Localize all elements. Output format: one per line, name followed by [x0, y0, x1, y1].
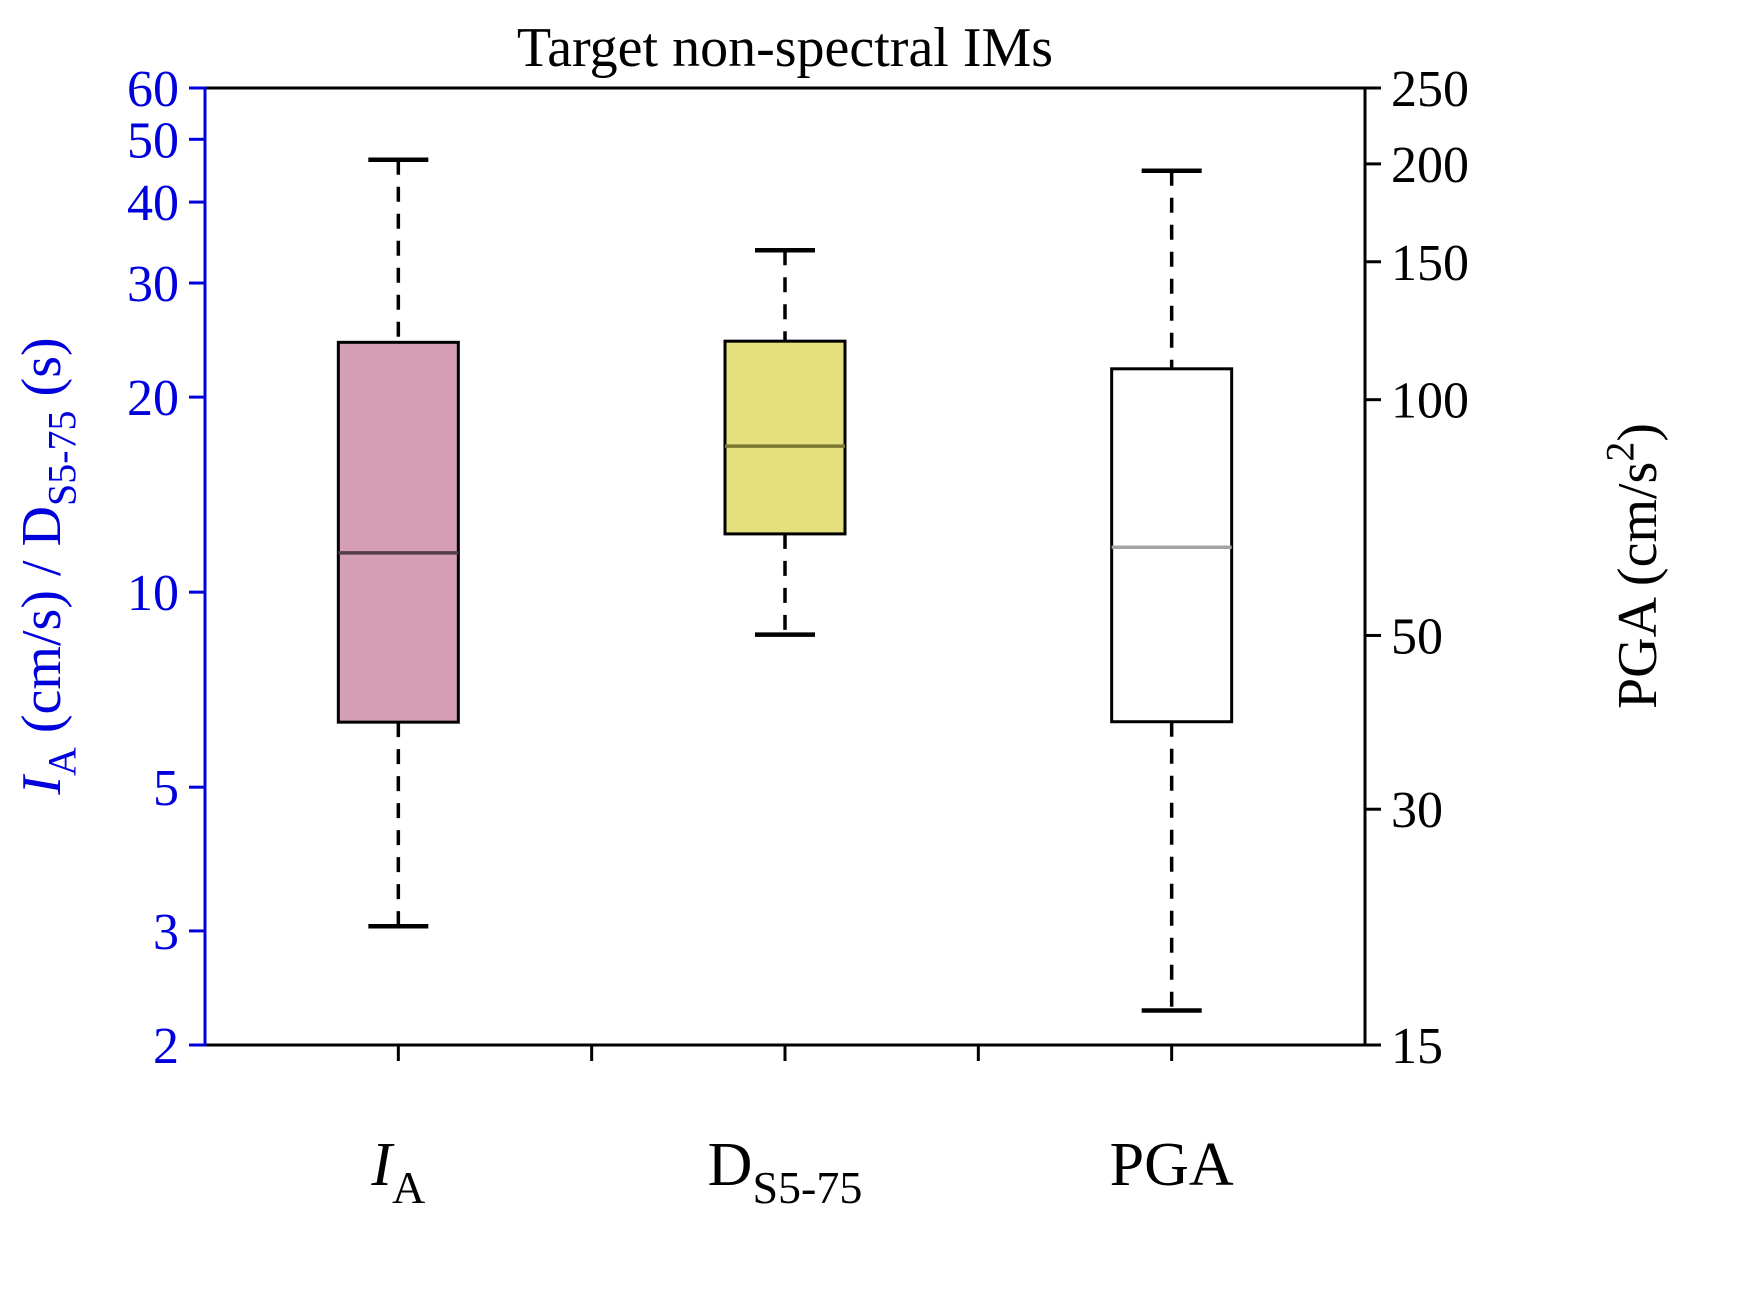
iqr-box: [1110, 367, 1234, 724]
left-axis-tick-label: 40: [127, 175, 179, 232]
right-axis-tick-label: 200: [1391, 137, 1469, 194]
x-category-label: PGA: [1110, 1131, 1234, 1199]
right-axis-tick-label: 100: [1391, 373, 1469, 430]
chart-title: Target non-spectral IMs: [517, 17, 1053, 79]
right-axis-tick-label: 150: [1391, 235, 1469, 292]
right-axis-tick-label: 250: [1391, 61, 1469, 118]
left-axis-tick-label: 30: [127, 256, 179, 313]
left-axis-tick-label: 50: [127, 112, 179, 169]
right-axis-tick-label: 15: [1391, 1018, 1443, 1075]
box-group-IA: [336, 157, 460, 929]
iqr-box: [336, 340, 460, 724]
left-axis-tick-label: 60: [127, 61, 179, 118]
left-axis-tick-label: 10: [127, 565, 179, 622]
iqr-box: [723, 339, 847, 536]
box-group-DS5-75: [723, 248, 847, 637]
left-axis-tick-label: 5: [153, 760, 179, 817]
left-y-axis-label: IA (cm/s) / DS5-75 (s): [11, 337, 85, 795]
right-axis-tick-label: 50: [1391, 608, 1443, 665]
right-y-axis-label: PGA (cm/s2): [1598, 423, 1669, 709]
box-group-PGA: [1110, 168, 1234, 1013]
x-category-label: DS5-75: [708, 1131, 863, 1213]
left-axis-tick-label: 2: [153, 1018, 179, 1075]
x-category-label: IA: [370, 1131, 425, 1213]
left-axis-tick-label: 3: [153, 904, 179, 961]
right-axis-tick-label: 30: [1391, 782, 1443, 839]
left-axis-tick-label: 20: [127, 370, 179, 427]
